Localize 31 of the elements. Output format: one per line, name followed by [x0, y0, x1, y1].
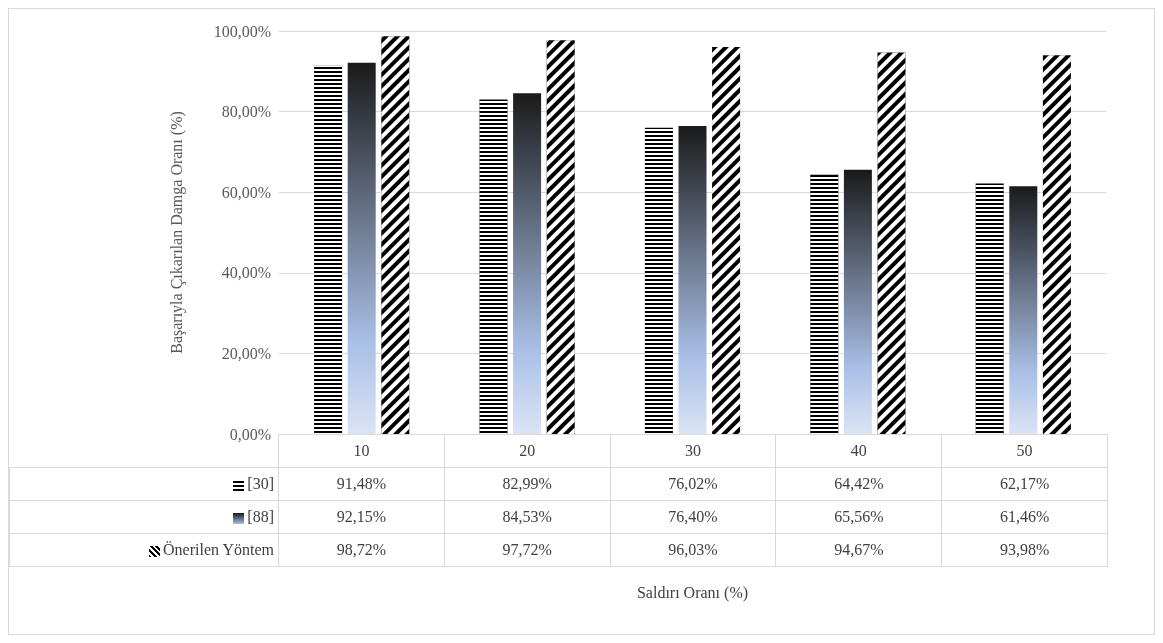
y-tick-label: 0,00%: [229, 425, 271, 443]
data-label: 64,42%: [775, 467, 942, 501]
data-label: 93,98%: [941, 533, 1108, 567]
x-tick-label: 40: [775, 434, 942, 468]
data-label: 76,40%: [610, 500, 776, 534]
y-tick-label: 80,00%: [221, 103, 271, 121]
data-label: 65,56%: [775, 500, 942, 534]
data-label: 98,72%: [278, 533, 445, 567]
data-label: 94,67%: [775, 533, 942, 567]
data-label: 62,17%: [941, 467, 1108, 501]
x-tick-label: 50: [941, 434, 1108, 468]
data-label: 84,53%: [444, 500, 611, 534]
data-label: 92,15%: [278, 500, 445, 534]
y-tick-label: 100,00%: [213, 22, 271, 40]
data-label: 82,99%: [444, 467, 611, 501]
y-tick-label: 60,00%: [221, 183, 271, 201]
y-tick-label: 20,00%: [221, 344, 271, 362]
x-tick-label: 30: [610, 434, 776, 468]
legend-label: [30]: [9, 467, 279, 501]
text: Saldırı Oranı (%): [635, 584, 750, 602]
data-label: 96,03%: [610, 533, 776, 567]
data-label: 76,02%: [610, 467, 776, 501]
y-axis-title: Başarıyla Çıkarılan Damga Oranı (%): [167, 111, 186, 354]
data-label: 97,72%: [444, 533, 611, 567]
legend-label: Önerilen Yöntem: [9, 533, 279, 567]
x-tick-label: 20: [444, 434, 611, 468]
y-tick-label: 40,00%: [221, 264, 271, 282]
data-label: 61,46%: [941, 500, 1108, 534]
legend-label: [88]: [9, 500, 279, 534]
x-tick-label: 10: [278, 434, 445, 468]
data-label: 91,48%: [278, 467, 445, 501]
